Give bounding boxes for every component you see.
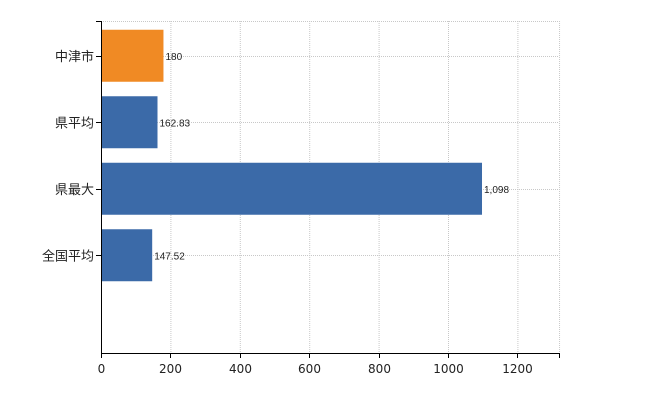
- x-tick-label: 800: [368, 362, 391, 376]
- category-label-1: 中津市: [55, 49, 94, 65]
- data-label-1: 180: [165, 52, 182, 63]
- axes: [96, 21, 560, 358]
- bar-4: [102, 229, 153, 282]
- category-label-2: 県平均: [55, 116, 94, 131]
- bar-2: [102, 96, 158, 149]
- category-label-4: 全国平均: [42, 248, 94, 264]
- x-tick-label: 1200: [502, 362, 533, 376]
- data-label-3: 1,098: [484, 185, 509, 196]
- data-label-4: 147.52: [154, 251, 185, 262]
- x-tick-label: 1000: [433, 362, 464, 376]
- x-tick-label: 600: [298, 362, 321, 376]
- x-tick-label: 0: [98, 362, 106, 376]
- bars: [102, 29, 483, 282]
- bar-1: [102, 29, 164, 82]
- data-label-2: 162.83: [160, 118, 191, 129]
- bar-3: [102, 162, 483, 215]
- labels: 180 中津市 162.83 県平均 1,098 県最大 147.52 全国平均 0 200 400…: [42, 49, 533, 376]
- x-tick-label: 200: [159, 362, 182, 376]
- category-label-3: 県最大: [55, 183, 94, 198]
- x-tick-label: 400: [229, 362, 252, 376]
